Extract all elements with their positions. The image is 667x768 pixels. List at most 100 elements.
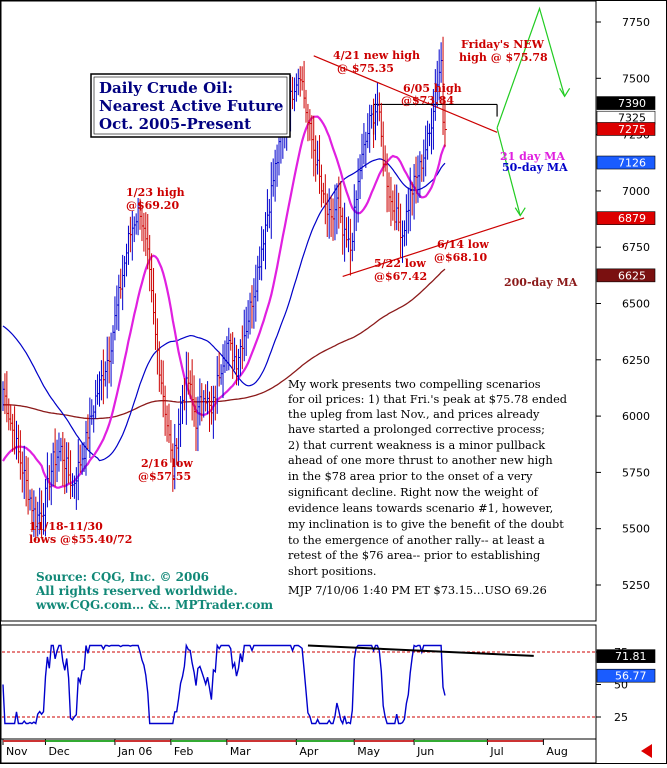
projection-arrowhead-1 (559, 87, 571, 98)
annotation-4-21-high-l2: @ $75.35 (337, 62, 394, 75)
projection-arrows (496, 6, 571, 217)
y-tick-label-7: 7000 (622, 185, 650, 198)
price-tag-label-5: 6625 (618, 269, 646, 282)
y-tick-label-3: 6000 (622, 410, 650, 423)
chart-title-line-2: Nearest Active Future (99, 97, 283, 115)
price-tag-label-3: 7126 (618, 157, 646, 170)
annotation-6-14-low-l1: 6/14 low (437, 238, 489, 251)
commentary: My work presents two compelling scenario… (288, 378, 567, 597)
price-bars (2, 36, 447, 541)
commentary-line-10: my inclination is to give the benefit of… (288, 518, 564, 531)
month-band-6 (354, 740, 415, 742)
source-line-3: www.CQG.com… &… MPTrader.com (35, 598, 273, 612)
annotation-1-23-high-l1: 1/23 high (126, 186, 185, 199)
x-tick-label-2: Jan 06 (117, 745, 152, 758)
ma200-line (3, 268, 446, 420)
x-tick-label-9: Aug (546, 745, 567, 758)
trendlines (313, 55, 525, 278)
annotation-4-21-high-l1: 4/21 new high (333, 49, 420, 62)
price-tag-box-5 (596, 268, 656, 283)
annotation-6-14-low-l2: @$68.10 (434, 251, 487, 264)
x-tick-label-0: Nov (6, 745, 28, 758)
time-axis: Nov Dec Jan 06 Feb Mar Apr May Jun Jul Aug (1, 738, 596, 758)
y-tick-label-9: 7500 (622, 72, 650, 85)
price-tag-label-1: 7325 (618, 112, 646, 125)
price-tag-label-4: 6879 (618, 212, 646, 225)
month-band-7 (414, 740, 488, 742)
x-tick-label-1: Dec (48, 745, 69, 758)
osc-tag-label-0: 71.81 (615, 650, 647, 663)
commentary-line-1: My work presents two compelling scenario… (288, 378, 541, 391)
commentary-line-13: short positions. (288, 565, 376, 578)
x-tick-label-7: Jun (416, 745, 434, 758)
upper-trendline (313, 55, 498, 133)
chart-title-line-3: Oct. 2005-Present (99, 115, 251, 133)
price-tag-box-3 (596, 155, 656, 170)
annotation-5-22-low-l1: 5/22 low (374, 257, 426, 270)
price-tag-box-2 (596, 122, 656, 136)
commentary-line-5: 2) that current weakness is a minor pull… (288, 439, 545, 452)
commentary-line-11: to the emergence of another rally-- at l… (288, 534, 545, 547)
lower-trendline (342, 217, 525, 278)
osc-line (2, 642, 446, 726)
month-band-8 (487, 740, 544, 742)
annotation-6-05-high-l1: 6/05 high (403, 82, 462, 95)
price-tag-label-2: 7275 (618, 123, 646, 136)
y-tick-label-5: 6500 (622, 298, 650, 311)
price-tag-box-4 (596, 211, 656, 225)
x-tick-label-6: May (357, 745, 380, 758)
price-tag-label-0: 7390 (618, 97, 646, 110)
projection-arrowhead-2 (514, 207, 526, 217)
source-line-1: Source: CQG, Inc. © 2006 (36, 570, 209, 584)
chart-title-box: Daily Crude Oil: Nearest Active Future O… (90, 73, 291, 138)
month-band-2 (114, 740, 171, 742)
osc-divergence-line (307, 644, 534, 657)
osc-y-tick-label-0: 25 (614, 711, 628, 724)
annotation-6-05-high-l2: @$73.84 (401, 94, 454, 107)
annotation-1-23-high-l2: @$69.20 (126, 199, 179, 212)
ma50-line (2, 158, 446, 462)
annotation-5-22-low-l2: @$67.42 (374, 270, 427, 283)
price-axis: 5250550057506000625065006750700072507500… (596, 16, 656, 592)
month-band-3 (170, 740, 227, 742)
commentary-line-8: significant decline. Right now the weigh… (288, 486, 539, 499)
annotation-2-16-low-l1: 2/16 low (141, 457, 193, 470)
osc-tag-box-0 (596, 649, 656, 663)
annotation-friday-high-l2: high @ $75.78 (459, 51, 548, 64)
y-tick-label-0: 5250 (622, 579, 650, 592)
commentary-line-3: the upleg from last Nov., and prices alr… (288, 408, 540, 421)
osc-panel-frame (0, 624, 597, 740)
ma21-label: 21 day MA (500, 150, 565, 163)
y-tick-label-2: 5750 (622, 466, 650, 479)
month-band-0 (3, 740, 46, 742)
projection-path-1 (496, 6, 566, 129)
source-line-2: All rights reserved worldwide. (35, 584, 238, 598)
scroll-arrow-icon[interactable] (641, 744, 652, 758)
ma50-label: 50-day MA (502, 161, 568, 174)
annotation-nov-lows-l1: 11/18-11/30 (29, 520, 103, 533)
annotation-nov-lows-l2: lows @$55.40/72 (29, 533, 132, 546)
annotation-2-16-low-l2: @$57.55 (138, 470, 191, 483)
x-tick-label-4: Mar (230, 745, 251, 758)
commentary-line-2: for oil prices: 1) that Fri.'s peak at $… (288, 393, 567, 406)
x-tick-label-3: Feb (174, 745, 193, 758)
month-band-5 (296, 740, 355, 742)
chart-title-line-1: Daily Crude Oil: (99, 79, 233, 97)
osc-tag-label-1: 56.77 (615, 670, 647, 683)
x-tick-label-8: Jul (489, 745, 503, 758)
month-band-1 (45, 740, 115, 742)
y-tick-label-1: 5500 (622, 523, 650, 536)
signature-line: MJP 7/10/06 1:40 PM ET $73.15…USO 69.26 (288, 584, 547, 597)
x-tick-label-5: Apr (299, 745, 319, 758)
ma200-label: 200-day MA (504, 276, 578, 289)
commentary-line-7: in the $78 area prior to the onset of a … (288, 470, 533, 483)
commentary-line-4: have started a prolonged corrective proc… (288, 423, 545, 436)
osc-tag-box-1 (596, 668, 656, 683)
y-tick-label-10: 7750 (622, 16, 650, 29)
commentary-line-9: evidence leans towards scenario #1, howe… (288, 502, 553, 515)
y-tick-label-6: 6750 (622, 241, 650, 254)
annotation-friday-high-l1: Friday's NEW (461, 38, 545, 51)
